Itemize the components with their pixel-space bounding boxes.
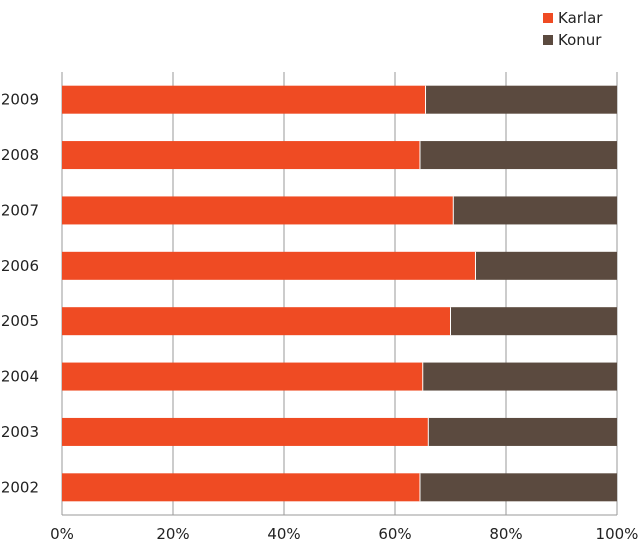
x-tick-label-0: 0% [50, 525, 74, 543]
y-tick-label-2009: 2009 [1, 91, 39, 109]
bar-konur-2004 [422, 362, 617, 391]
legend-swatch-karlar [543, 13, 553, 23]
bar-karlar-2009 [62, 85, 426, 114]
gridlines [61, 72, 618, 515]
bar-konur-2008 [419, 141, 617, 170]
bar-karlar-2007 [62, 196, 454, 225]
bar-karlar-2005 [62, 307, 451, 336]
y-tick-label-2006: 2006 [1, 257, 39, 275]
bar-karlar-2006 [62, 251, 476, 280]
x-tick-label-60: 60% [378, 525, 411, 543]
y-tick-label-2003: 2003 [1, 423, 39, 441]
bar-karlar-2008 [62, 141, 420, 170]
legend: Karlar Konur [543, 9, 603, 49]
bar-karlar-2002 [62, 473, 420, 502]
bar-karlar-2004 [62, 362, 423, 391]
legend-swatch-konur [543, 35, 553, 45]
x-tick-label-100: 100% [596, 525, 639, 543]
bar-konur-2003 [428, 417, 617, 446]
bars [62, 85, 617, 502]
bar-konur-2002 [419, 473, 617, 502]
bar-konur-2005 [450, 307, 617, 336]
x-tick-label-20: 20% [156, 525, 189, 543]
legend-label-karlar: Karlar [558, 9, 603, 27]
bar-konur-2007 [453, 196, 617, 225]
x-tick-label-80: 80% [489, 525, 522, 543]
axes: 0% 20% 40% 60% 80% 100% 2009 2008 2007 2006 2005 20… [1, 91, 639, 543]
bar-konur-2009 [425, 85, 617, 114]
y-tick-label-2008: 2008 [1, 146, 39, 164]
y-tick-label-2007: 2007 [1, 201, 39, 219]
y-tick-label-2002: 2002 [1, 478, 39, 496]
bar-konur-2006 [475, 251, 617, 280]
bar-karlar-2003 [62, 417, 429, 446]
legend-label-konur: Konur [558, 31, 602, 49]
y-tick-label-2004: 2004 [1, 368, 39, 386]
y-tick-label-2005: 2005 [1, 312, 39, 330]
x-tick-label-40: 40% [267, 525, 300, 543]
